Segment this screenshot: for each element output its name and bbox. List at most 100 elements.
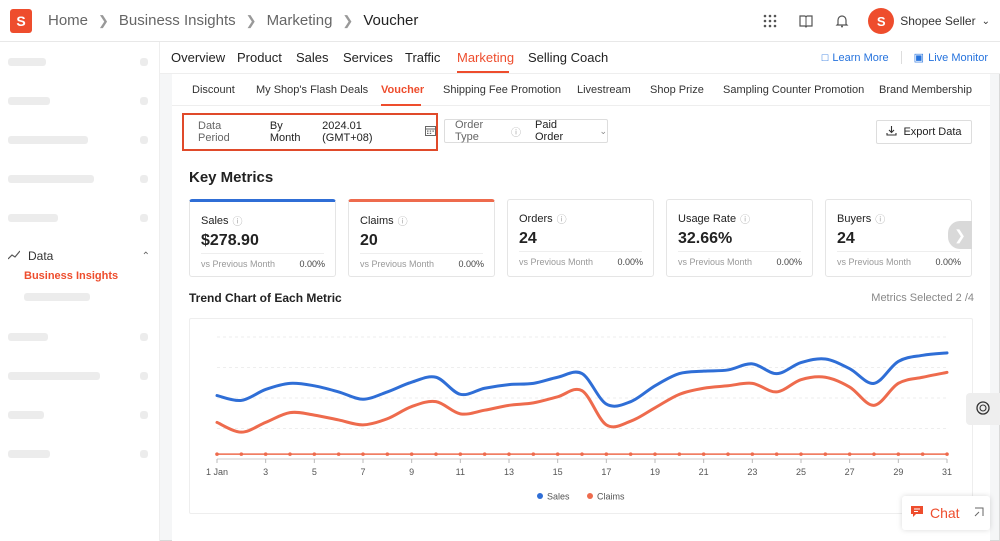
x-tick-label: 13 xyxy=(504,467,514,477)
user-name[interactable]: Shopee Seller xyxy=(900,14,976,28)
export-data-button[interactable]: Export Data xyxy=(876,120,972,144)
x-tick-label: 31 xyxy=(942,467,952,477)
sidebar-item-blurred[interactable] xyxy=(8,447,148,461)
metric-card-orders[interactable]: Orders ⓘ 24 vs Previous Month 0.00% xyxy=(507,199,654,277)
sidebar: Data ⌃ Business Insights xyxy=(0,42,160,541)
tab-overview[interactable]: Overview xyxy=(171,50,226,65)
header-links: □ Learn More ▣ Live Monitor xyxy=(822,51,988,64)
data-point xyxy=(799,452,803,456)
customer-service-button[interactable] xyxy=(966,393,1000,425)
legend-marker xyxy=(537,493,543,499)
x-tick-label: 17 xyxy=(601,467,611,477)
learn-more-link[interactable]: □ Learn More xyxy=(822,52,889,64)
sidebar-item-business-insights[interactable]: Business Insights xyxy=(24,270,119,282)
subtab-livestream[interactable]: Livestream xyxy=(577,84,631,96)
data-point xyxy=(458,452,463,456)
metric-change: 0.00% xyxy=(299,259,325,269)
tab-marketing[interactable]: Marketing xyxy=(457,50,515,65)
data-point xyxy=(677,452,682,456)
breadcrumb-home[interactable]: Home xyxy=(48,12,89,29)
metric-card-claims[interactable]: Claims ⓘ 20 vs Previous Month 0.00% xyxy=(348,199,495,277)
help-icon[interactable]: ⓘ xyxy=(511,127,521,139)
data-point xyxy=(653,452,657,456)
data-point xyxy=(531,452,536,456)
shopee-logo-icon[interactable]: S xyxy=(10,8,32,33)
bell-icon[interactable] xyxy=(832,11,852,31)
sidebar-item-blurred[interactable] xyxy=(8,211,148,225)
sub-tabs: Discount My Shop's Flash Deals Voucher S… xyxy=(172,74,990,106)
book-icon[interactable] xyxy=(796,11,816,31)
subtab-brand-membership[interactable]: Brand Membership xyxy=(879,84,972,96)
chat-button[interactable]: Chat xyxy=(902,496,990,530)
data-point xyxy=(774,452,779,456)
sidebar-item-data[interactable]: Data ⌃ xyxy=(7,249,150,263)
live-monitor-link[interactable]: ▣ Live Monitor xyxy=(914,51,988,65)
breadcrumb-business-insights[interactable]: Business Insights xyxy=(118,12,236,29)
order-type-select[interactable]: Order Type ⓘ Paid Order ⌄ xyxy=(444,119,608,143)
help-icon[interactable]: ⓘ xyxy=(556,215,567,226)
metric-value: 32.66% xyxy=(678,230,733,247)
subtab-flash-deals[interactable]: My Shop's Flash Deals xyxy=(256,84,369,96)
chevron-down-icon[interactable]: ⌄ xyxy=(981,15,990,27)
data-point xyxy=(920,452,925,456)
period-mode[interactable]: By Month xyxy=(269,120,301,144)
metric-card-usage-rate[interactable]: Usage Rate ⓘ 32.66% vs Previous Month 0.0… xyxy=(666,199,813,277)
calendar-icon[interactable] xyxy=(425,125,436,139)
subtab-shop-prize[interactable]: Shop Prize xyxy=(650,84,704,96)
tab-selling-coach[interactable]: Selling Coach xyxy=(528,50,609,65)
minimize-icon[interactable] xyxy=(974,507,984,520)
tab-product[interactable]: Product xyxy=(237,50,282,65)
help-icon[interactable]: ⓘ xyxy=(232,217,243,228)
data-point xyxy=(555,452,560,456)
metric-comparison-label: vs Previous Month xyxy=(678,257,753,267)
active-subtab-indicator xyxy=(381,104,421,106)
x-tick-label: 1 Jan xyxy=(206,467,228,477)
metric-change: 0.00% xyxy=(458,259,484,269)
chevron-up-icon[interactable]: ⌃ xyxy=(141,250,150,262)
data-period-filter[interactable]: Data Period By Month 2024.01 (GMT+08) xyxy=(182,113,438,151)
metric-card-sales[interactable]: Sales ⓘ $278.90 vs Previous Month 0.00% xyxy=(189,199,336,277)
chevron-right-icon: ❯ xyxy=(342,12,354,28)
chevron-down-icon: ⌄ xyxy=(599,125,607,136)
subtab-discount[interactable]: Discount xyxy=(192,84,235,96)
sidebar-item-blurred[interactable] xyxy=(8,330,148,344)
tab-traffic[interactable]: Traffic xyxy=(405,50,441,65)
next-cards-button[interactable]: ❯ xyxy=(948,221,972,249)
tab-sales[interactable]: Sales xyxy=(296,50,329,65)
data-point xyxy=(482,452,487,456)
sidebar-item-blurred[interactable] xyxy=(8,94,148,108)
metrics-selected-link[interactable]: Metrics Selected 2 /4 xyxy=(871,292,974,304)
data-point xyxy=(750,452,755,456)
sidebar-subitem-blurred[interactable] xyxy=(24,293,90,301)
data-point xyxy=(896,452,901,456)
apps-grid-icon[interactable] xyxy=(760,11,780,31)
metric-value: 20 xyxy=(360,232,378,249)
sidebar-item-blurred[interactable] xyxy=(8,369,148,383)
subtab-sampling-counter[interactable]: Sampling Counter Promotion xyxy=(723,84,865,96)
export-data-label: Export Data xyxy=(903,126,962,138)
avatar[interactable]: S xyxy=(868,8,895,34)
data-point xyxy=(215,452,219,456)
period-value[interactable]: 2024.01 (GMT+08) xyxy=(322,120,373,144)
help-icon[interactable]: ⓘ xyxy=(875,215,886,226)
x-tick-label: 21 xyxy=(699,467,709,477)
subtab-voucher[interactable]: Voucher xyxy=(381,84,425,96)
sidebar-item-blurred[interactable] xyxy=(8,408,148,422)
x-tick-label: 3 xyxy=(263,467,268,477)
chevron-right-icon: ❯ xyxy=(245,12,257,28)
tab-services[interactable]: Services xyxy=(343,50,393,65)
legend-label: Sales xyxy=(547,492,570,502)
help-icon[interactable]: ⓘ xyxy=(397,217,408,228)
data-point xyxy=(945,452,949,456)
x-tick-label: 15 xyxy=(553,467,563,477)
sidebar-item-blurred[interactable] xyxy=(8,133,148,147)
breadcrumb-marketing[interactable]: Marketing xyxy=(266,12,333,29)
sidebar-item-blurred[interactable] xyxy=(8,55,148,69)
help-icon[interactable]: ⓘ xyxy=(740,215,751,226)
subtab-shipping-fee[interactable]: Shipping Fee Promotion xyxy=(443,84,562,96)
x-tick-label: 11 xyxy=(456,467,465,477)
x-tick-label: 29 xyxy=(893,467,903,477)
metric-card-buyers[interactable]: Buyers ⓘ 24 vs Previous Month 0.00% xyxy=(825,199,972,277)
x-tick-label: 23 xyxy=(747,467,757,477)
sidebar-item-blurred[interactable] xyxy=(8,172,148,186)
